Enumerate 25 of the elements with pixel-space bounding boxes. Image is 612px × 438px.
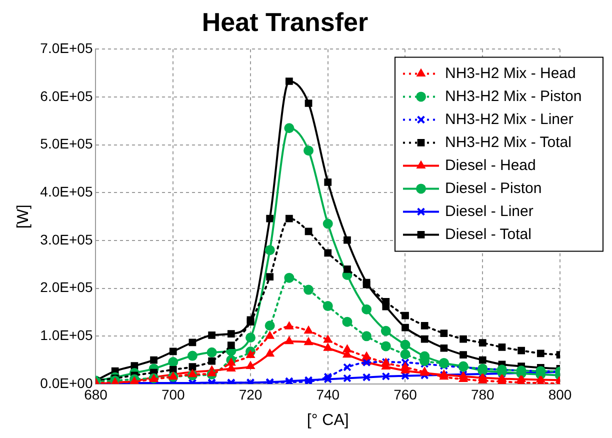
- x-tick-label: 700: [161, 386, 186, 402]
- legend-label: NH3-H2 Mix - Head: [445, 64, 576, 82]
- y-tick-label: 4.0E+05: [40, 184, 93, 200]
- x-tick-label: 720: [238, 386, 262, 402]
- legend-label: NH3-H2 Mix - Total: [445, 134, 572, 151]
- y-tick-label: 5.0E+05: [40, 136, 93, 152]
- y-tick-label: 7.0E+05: [40, 40, 93, 56]
- legend-label: Diesel - Total: [445, 226, 532, 243]
- x-tick-label: 740: [316, 386, 340, 402]
- y-tick-label: 3.0E+05: [40, 231, 93, 248]
- x-tick-label: 800: [548, 386, 572, 402]
- legend-label: NH3-H2 Mix - Piston: [445, 88, 582, 105]
- y-tick-label: 0.0E+00: [40, 374, 93, 391]
- y-tick-label: 1.0E+05: [40, 327, 93, 344]
- chart-title: Heat Transfer: [202, 6, 368, 37]
- legend-label: Diesel - Head: [445, 156, 536, 174]
- x-tick-label: 760: [394, 386, 418, 402]
- legend-label: NH3-H2 Mix - Liner: [445, 110, 574, 128]
- y-tick-label: 6.0E+05: [40, 88, 93, 104]
- x-axis-title: [° CA]: [306, 412, 349, 429]
- y-axis-title: [W]: [15, 204, 32, 229]
- y-tick-label: 2.0E+05: [40, 279, 93, 296]
- legend-label: Diesel - Piston: [445, 180, 542, 197]
- legend-label: Diesel - Liner: [445, 202, 534, 220]
- x-tick-label: 780: [470, 386, 495, 402]
